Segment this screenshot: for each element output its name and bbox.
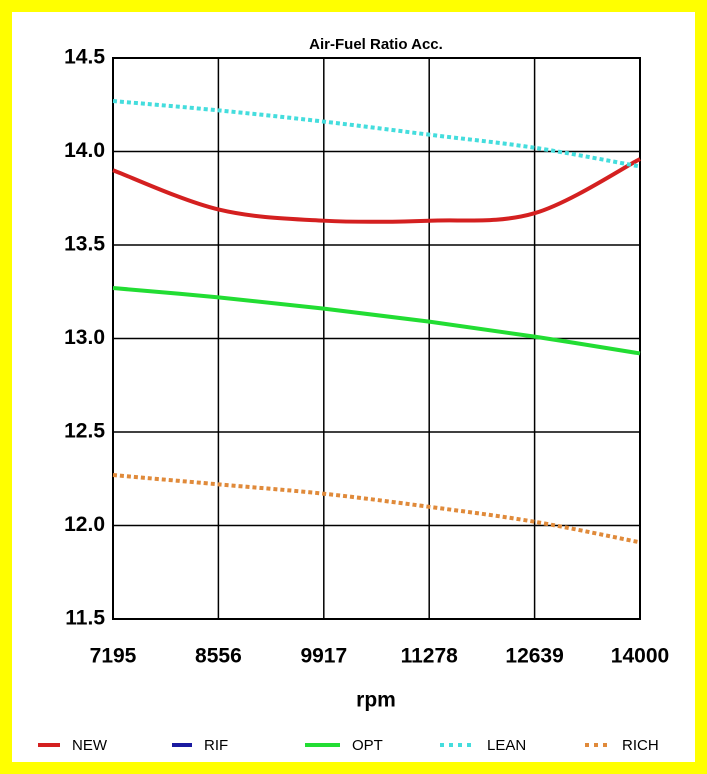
x-tick-label: 11278 [401, 645, 459, 668]
legend-label: RICH [622, 737, 659, 754]
y-tick-label: 11.5 [65, 607, 105, 630]
y-tick-label: 12.0 [64, 513, 105, 536]
series-line [112, 473, 641, 545]
x-tick-label: 14000 [611, 645, 669, 668]
legend-label: NEW [72, 737, 108, 754]
y-tick-label: 13.5 [64, 233, 105, 256]
x-tick-label: 9917 [300, 645, 347, 668]
chart-title: Air-Fuel Ratio Acc. [309, 36, 443, 53]
x-tick-label: 7195 [90, 645, 137, 668]
legend-label: LEAN [487, 737, 526, 754]
legend-label: OPT [352, 737, 383, 754]
series-line [112, 157, 641, 224]
series-line [112, 99, 641, 169]
y-tick-label: 12.5 [64, 420, 105, 443]
y-tick-label: 14.0 [64, 139, 105, 162]
x-axis-label: rpm [356, 689, 396, 712]
y-tick-label: 13.0 [64, 326, 105, 349]
plot-border [112, 57, 641, 620]
legend-label: RIF [204, 737, 228, 754]
x-tick-label: 12639 [505, 645, 563, 668]
series-line [112, 286, 641, 356]
x-tick-label: 8556 [195, 645, 242, 668]
y-tick-label: 14.5 [64, 46, 105, 69]
